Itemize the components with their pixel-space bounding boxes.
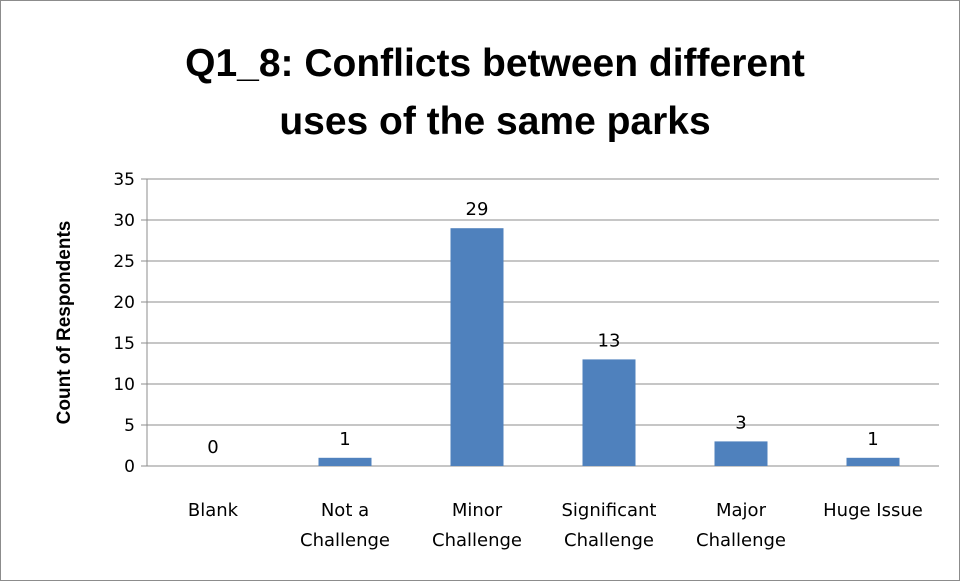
bars	[318, 228, 900, 466]
y-axis-label: Count of Respondents	[54, 221, 75, 425]
category-label-2-line-1: Minor	[452, 500, 503, 521]
y-tick-label-5: 5	[124, 416, 135, 436]
category-label-1-line-1: Not a	[321, 500, 369, 521]
data-label-3: 13	[598, 330, 621, 351]
category-label-4-line-2: Challenge	[696, 530, 786, 551]
data-label-0: 0	[207, 437, 218, 458]
category-label-5-line-1: Huge Issue	[823, 500, 923, 521]
bar-1	[318, 457, 372, 466]
y-tick-label-25: 25	[113, 252, 135, 272]
category-label-2-line-2: Challenge	[432, 530, 522, 551]
data-labels: 0 1 29 13 3 1	[207, 199, 878, 458]
category-label-3-line-2: Challenge	[564, 530, 654, 551]
data-label-4: 3	[735, 412, 746, 433]
category-label-1-line-2: Challenge	[300, 530, 390, 551]
y-tick-label-30: 30	[113, 211, 135, 231]
bar-3	[582, 359, 636, 466]
data-label-1: 1	[339, 429, 350, 450]
data-label-5: 1	[867, 429, 878, 450]
y-tick-label-10: 10	[113, 375, 135, 395]
bar-4	[714, 441, 768, 466]
y-tick-label-15: 15	[113, 334, 135, 354]
category-label-4-line-1: Major	[716, 500, 767, 521]
data-label-2: 29	[466, 199, 489, 220]
y-axis-ticks: 0 5 10 15 20 25 30 35	[113, 170, 135, 477]
y-tick-label-0: 0	[124, 457, 135, 477]
y-axis-label-group: Count of Respondents	[54, 221, 75, 425]
bar-5	[846, 457, 900, 466]
y-tick-label-35: 35	[113, 170, 135, 190]
category-label-0-line-1: Blank	[188, 500, 239, 521]
y-tick-label-20: 20	[113, 293, 135, 313]
gridlines	[141, 178, 939, 467]
x-axis-categories: Blank Not a Challenge Minor Challenge Signifi…	[188, 500, 923, 551]
chart-title-line-1: Q1_8: Conflicts between different	[185, 42, 805, 85]
chart-title: Q1_8: Conflicts between different uses of…	[185, 42, 805, 143]
chart-title-line-2: uses of the same parks	[279, 100, 710, 143]
bar-2	[450, 228, 504, 466]
category-label-3-line-1: Significant	[562, 500, 657, 521]
